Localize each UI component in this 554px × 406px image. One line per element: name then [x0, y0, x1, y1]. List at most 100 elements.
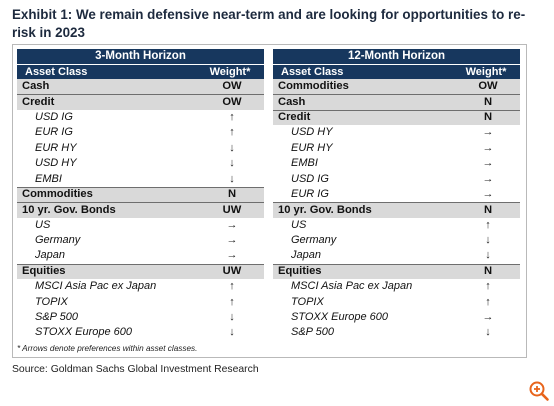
three-month-table: 3-Month Horizon Asset Class Weight* Cash… [17, 49, 264, 341]
preference-arrow: → [482, 311, 494, 324]
weight-value: N [483, 111, 493, 124]
asset-group-row: Commodities N [17, 186, 264, 203]
horizon-header: 12-Month Horizon [273, 49, 520, 64]
asset-class-header: Asset Class [281, 65, 344, 78]
sub-asset-label: US [35, 218, 51, 231]
sub-asset-row: Germany → [17, 233, 264, 248]
preference-arrow: ↓ [229, 157, 235, 170]
sub-asset-row: Japan ↓ [273, 248, 520, 263]
sub-asset-label: EMBI [291, 157, 318, 170]
sub-asset-row: EMBI ↓ [17, 171, 264, 186]
sub-asset-row: EUR HY ↓ [17, 141, 264, 156]
sub-asset-row: STOXX Europe 600 → [273, 310, 520, 325]
asset-group-row: Credit N [273, 109, 520, 126]
asset-group-label: Commodities [22, 188, 93, 201]
sub-asset-row: EUR IG → [273, 187, 520, 202]
preference-arrow: ↓ [485, 249, 491, 262]
sub-asset-row: USD IG → [273, 171, 520, 186]
preference-arrow: ↓ [229, 141, 235, 154]
sub-asset-label: MSCI Asia Pac ex Japan [35, 280, 157, 293]
weight-value: OW [222, 80, 242, 93]
sub-asset-label: USD HY [35, 157, 77, 170]
asset-group-label: Equities [22, 265, 66, 278]
sub-asset-row: STOXX Europe 600 ↓ [17, 325, 264, 340]
preference-arrow: ↑ [485, 295, 491, 308]
preference-arrow: → [226, 218, 238, 231]
sub-asset-row: TOPIX ↑ [273, 294, 520, 309]
preference-arrow: ↓ [229, 172, 235, 185]
zoom-in-icon[interactable] [528, 380, 550, 402]
preference-arrow: → [226, 234, 238, 247]
sub-asset-label: USD HY [291, 126, 333, 139]
preference-arrow: ↑ [485, 218, 491, 231]
asset-group-row: Equities UW [17, 263, 264, 280]
sub-asset-label: Japan [35, 249, 65, 262]
horizon-title: 12-Month Horizon [347, 50, 446, 62]
sub-asset-label: US [291, 218, 307, 231]
exhibit-frame: 3-Month Horizon Asset Class Weight* Cash… [12, 44, 527, 358]
sub-asset-row: USD IG ↑ [17, 110, 264, 125]
preference-arrow: ↓ [229, 326, 235, 339]
sub-asset-label: STOXX Europe 600 [35, 326, 133, 339]
weight-header: Weight* [209, 65, 251, 78]
sub-asset-row: EUR IG ↑ [17, 125, 264, 140]
sub-asset-label: EUR IG [291, 187, 329, 200]
preference-arrow: ↓ [485, 326, 491, 339]
weight-header: Weight* [465, 65, 507, 78]
horizon-title: 3-Month Horizon [95, 50, 186, 62]
source-note: Source: Goldman Sachs Global Investment … [12, 364, 259, 375]
sub-asset-label: STOXX Europe 600 [291, 311, 389, 324]
table-body: Commodities OW Cash N Credit N USD HY → EUR HY → E… [273, 79, 520, 341]
weight-value: OW [478, 80, 498, 93]
asset-group-row: Cash OW [17, 79, 264, 95]
sub-asset-row: S&P 500 ↓ [273, 325, 520, 340]
asset-group-row: Commodities OW [273, 79, 520, 95]
preference-arrow: ↑ [229, 280, 235, 293]
sub-asset-row: USD HY → [273, 125, 520, 140]
preference-arrow: → [482, 172, 494, 185]
twelve-month-table: 12-Month Horizon Asset Class Weight* Com… [273, 49, 520, 341]
sub-asset-row: US → [17, 218, 264, 233]
sub-asset-label: EUR IG [35, 126, 73, 139]
weight-value: N [483, 203, 493, 216]
asset-group-label: Cash [278, 96, 306, 109]
sub-asset-label: EMBI [35, 172, 62, 185]
sub-asset-label: S&P 500 [291, 326, 335, 339]
sub-asset-label: TOPIX [291, 295, 324, 308]
sub-asset-row: US ↑ [273, 218, 520, 233]
asset-group-label: 10 yr. Gov. Bonds [22, 203, 116, 216]
weight-value: OW [222, 96, 242, 109]
asset-group-row: 10 yr. Gov. Bonds UW [17, 202, 264, 218]
preference-arrow: ↑ [229, 295, 235, 308]
sub-asset-label: Japan [291, 249, 321, 262]
weight-value: N [227, 188, 237, 201]
sub-asset-row: MSCI Asia Pac ex Japan ↑ [273, 279, 520, 294]
sub-asset-label: Germany [35, 234, 81, 247]
preference-arrow: → [482, 141, 494, 154]
table-body: Cash OW Credit OW USD IG ↑ EUR IG ↑ EUR HY ↓ USD H… [17, 79, 264, 341]
asset-group-label: Credit [278, 111, 311, 124]
sub-asset-row: Germany ↓ [273, 233, 520, 248]
sub-asset-label: EUR HY [35, 141, 77, 154]
sub-asset-label: TOPIX [35, 295, 68, 308]
asset-group-label: Equities [278, 265, 322, 278]
sub-asset-row: S&P 500 ↓ [17, 310, 264, 325]
asset-group-label: Commodities [278, 80, 349, 93]
asset-group-label: Cash [22, 80, 50, 93]
asset-group-label: Credit [22, 96, 55, 109]
column-header-row: Asset Class Weight* [17, 64, 264, 79]
asset-group-row: 10 yr. Gov. Bonds N [273, 202, 520, 218]
sub-asset-row: EUR HY → [273, 141, 520, 156]
weight-value: UW [222, 203, 242, 216]
weight-value: N [483, 265, 493, 278]
sub-asset-label: USD IG [291, 172, 329, 185]
footnote: * Arrows denote preferences within asset… [17, 344, 198, 353]
exhibit-title: Exhibit 1: We remain defensive near-term… [12, 7, 526, 40]
preference-arrow: ↓ [485, 234, 491, 247]
sub-asset-row: MSCI Asia Pac ex Japan ↑ [17, 279, 264, 294]
preference-arrow: ↑ [229, 126, 235, 139]
asset-group-row: Cash N [273, 94, 520, 110]
asset-class-header: Asset Class [25, 65, 88, 78]
sub-asset-label: Germany [291, 234, 337, 247]
preference-arrow: ↑ [485, 280, 491, 293]
